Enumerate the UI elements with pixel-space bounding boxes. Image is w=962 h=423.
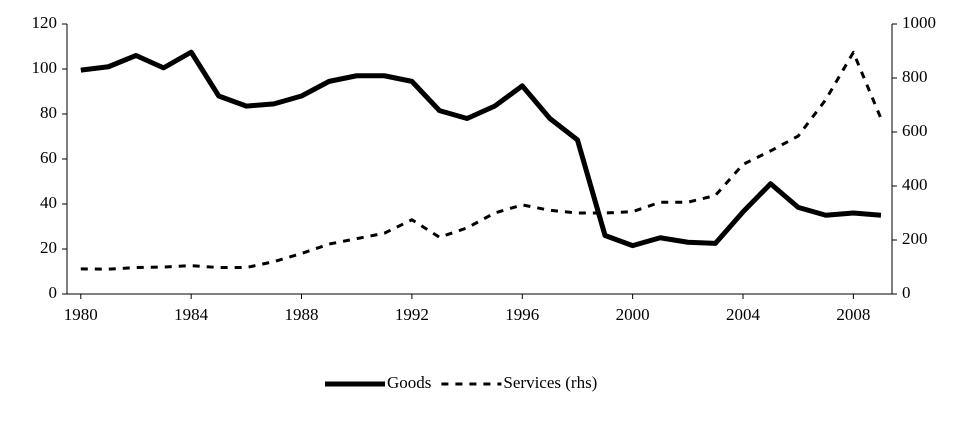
x-tick-label: 1992 (395, 305, 429, 324)
y2-tick-label: 800 (902, 67, 928, 86)
y-tick-label: 80 (40, 103, 57, 122)
y-tick-label: 40 (40, 193, 57, 212)
y2-tick-label: 0 (902, 283, 911, 302)
x-tick-label: 1980 (64, 305, 98, 324)
x-tick-label: 1996 (505, 305, 539, 324)
x-tick-label: 2008 (836, 305, 870, 324)
y2-tick-label: 200 (902, 229, 928, 248)
legend-label: Goods (387, 373, 431, 392)
y2-tick-label: 400 (902, 175, 928, 194)
y-tick-label: 60 (40, 148, 57, 167)
y-tick-label: 120 (32, 13, 58, 32)
x-tick-label: 2004 (726, 305, 761, 324)
series-line (80, 49, 882, 249)
x-tick-label: 1988 (285, 305, 319, 324)
y2-tick-label: 1000 (902, 13, 936, 32)
y-tick-label: 0 (49, 283, 58, 302)
y-tick-label: 20 (40, 238, 57, 257)
x-tick-label: 1984 (174, 305, 209, 324)
y-tick-label: 100 (32, 58, 58, 77)
x-tick-label: 2000 (616, 305, 650, 324)
series-line (80, 50, 883, 271)
legend-label: Services (rhs) (503, 373, 597, 392)
y2-tick-label: 600 (902, 121, 928, 140)
